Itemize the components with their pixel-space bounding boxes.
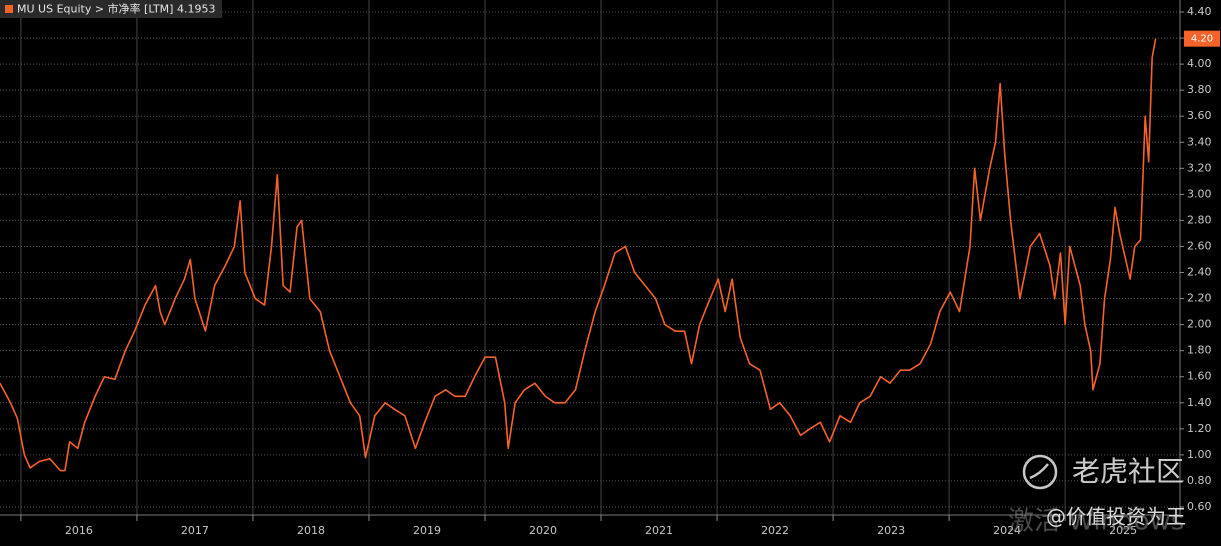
data-line: [0, 38, 1157, 472]
x-tick-label: 2017: [181, 524, 209, 537]
current-value-label: 4.20: [1191, 34, 1213, 45]
legend-box: [0, 0, 222, 18]
watermark-system: 激活 Windows: [1008, 507, 1184, 537]
y-tick-label: 3.20: [1187, 161, 1212, 174]
legend-swatch: [5, 5, 13, 13]
y-tick-label: 0.60: [1187, 500, 1212, 513]
x-tick-label: 2018: [297, 524, 325, 537]
y-tick-label: 4.40: [1187, 5, 1212, 18]
y-tick-label: 2.80: [1187, 213, 1212, 226]
x-tick-label: 2023: [877, 524, 905, 537]
legend-label: MU US Equity > 市净率 [LTM] 4.1953: [17, 2, 215, 16]
x-tick-label: 2022: [761, 524, 789, 537]
x-tick-label: 2021: [645, 524, 673, 537]
y-tick-label: 2.00: [1187, 318, 1212, 331]
y-tick-label: 2.60: [1187, 239, 1212, 252]
y-tick-label: 0.80: [1187, 474, 1212, 487]
y-tick-label: 1.20: [1187, 422, 1212, 435]
y-tick-label: 4.00: [1187, 57, 1212, 70]
x-tick-label: 2020: [529, 524, 557, 537]
y-tick-label: 1.80: [1187, 344, 1212, 357]
y-tick-label: 3.60: [1187, 109, 1212, 122]
watermark-brand: 老虎社区: [1072, 455, 1184, 488]
watermark-logo-stroke: [1029, 463, 1049, 480]
y-tick-label: 2.40: [1187, 266, 1212, 279]
plot: [0, 38, 1157, 472]
y-tick-label: 1.60: [1187, 370, 1212, 383]
legend-name: MU US Equity > 市净率 [LTM]: [17, 2, 173, 16]
axes: 0.60 0.80 1.00 1.20 1.40 1.60 1.80 2.00 2.20 2.40…: [20, 5, 1220, 537]
y-tick-label: 3.00: [1187, 187, 1212, 200]
grid: [0, 0, 1180, 515]
x-tick-label: 2024: [993, 524, 1021, 537]
watermark-logo: [1022, 454, 1058, 490]
current-value-box: [1184, 30, 1220, 47]
x-tick-label: 2019: [413, 524, 441, 537]
y-tick-label: 3.40: [1187, 135, 1212, 148]
watermark: 老虎社区 激活 Windows @价值投资为王: [1008, 454, 1186, 537]
y-tick-label: 1.40: [1187, 396, 1212, 409]
x-tick-label: 2016: [65, 524, 93, 537]
watermark-author: @价值投资为王: [1046, 505, 1186, 529]
y-tick-label: 1.00: [1187, 448, 1212, 461]
y-tick-label: 2.20: [1187, 292, 1212, 305]
y-tick-label: 3.80: [1187, 83, 1212, 96]
x-tick-label: 2025: [1109, 524, 1137, 537]
legend-value: 4.1953: [177, 3, 216, 16]
